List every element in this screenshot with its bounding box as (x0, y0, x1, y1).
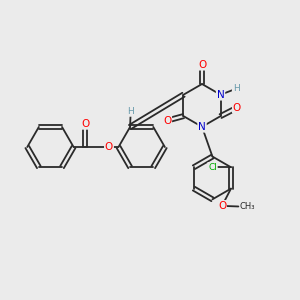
Text: H: H (232, 84, 239, 93)
Text: O: O (198, 60, 206, 70)
Text: CH₃: CH₃ (240, 202, 255, 211)
Text: O: O (233, 103, 241, 113)
Text: N: N (217, 90, 224, 100)
Text: O: O (105, 142, 113, 152)
Text: O: O (81, 119, 89, 129)
Text: O: O (218, 201, 226, 211)
Text: H: H (127, 107, 134, 116)
Text: N: N (198, 122, 206, 132)
Text: O: O (163, 116, 171, 126)
Text: Cl: Cl (208, 163, 217, 172)
